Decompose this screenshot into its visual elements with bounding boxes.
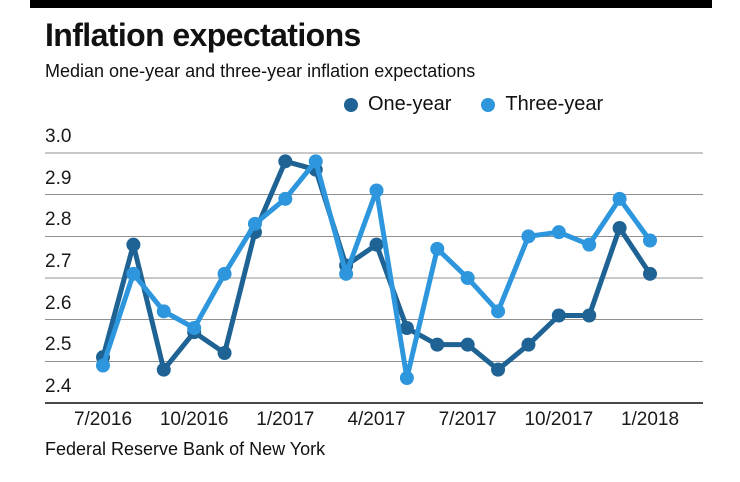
three-year-marker — [247, 216, 262, 231]
three-year-marker — [278, 191, 293, 206]
legend-item-three-year: Three-year — [481, 93, 603, 116]
x-axis-label: 4/2017 — [347, 409, 406, 430]
y-axis-label: 2.9 — [45, 167, 72, 189]
y-axis-label: 2.8 — [45, 209, 72, 231]
one-year-marker — [460, 337, 475, 352]
three-year-marker — [156, 304, 171, 319]
one-year-marker — [217, 346, 232, 360]
three-year-marker — [460, 271, 475, 285]
y-axis-label: 2.4 — [45, 376, 72, 397]
one-year-marker — [399, 321, 414, 335]
chart-subtitle: Median one-year and three-year inflation… — [45, 61, 476, 81]
three-year-dot-icon — [481, 97, 496, 112]
y-axis-label: 3.0 — [45, 126, 72, 147]
one-year-marker — [156, 362, 171, 377]
three-year-marker — [612, 191, 627, 206]
one-year-marker — [430, 337, 445, 352]
three-year-marker — [582, 237, 597, 252]
legend-item-one-year: One-year — [344, 93, 451, 116]
three-year-marker — [521, 229, 536, 244]
one-year-marker — [491, 362, 506, 377]
three-year-marker — [217, 266, 232, 281]
one-year-marker — [551, 308, 566, 323]
page-title: Inflation expectations — [45, 17, 361, 53]
three-year-marker — [308, 154, 323, 169]
one-year-marker — [582, 308, 597, 323]
x-axis-label: 1/2017 — [256, 409, 315, 430]
three-year-marker — [339, 266, 354, 281]
y-axis-label: 2.5 — [45, 334, 72, 356]
chart-legend: One-year Three-year — [344, 93, 603, 116]
legend-label-three-year: Three-year — [505, 93, 604, 115]
one-year-dot-icon — [344, 97, 358, 112]
three-year-marker — [491, 304, 506, 319]
three-year-marker — [126, 266, 141, 281]
three-year-marker — [643, 233, 657, 248]
legend-label-one-year: One-year — [368, 93, 452, 115]
one-year-marker — [126, 237, 141, 252]
three-year-marker — [187, 321, 202, 335]
x-axis-label: 1/2018 — [620, 409, 680, 430]
x-axis-label: 10/2016 — [159, 409, 229, 430]
y-axis-label: 2.7 — [45, 251, 72, 272]
three-year-marker — [430, 241, 445, 256]
three-year-marker — [551, 225, 566, 240]
top-rule-bar — [30, 0, 712, 8]
three-year-marker — [96, 358, 110, 373]
three-year-marker — [369, 183, 384, 198]
y-axis-label: 2.6 — [45, 292, 72, 314]
one-year-marker — [369, 237, 384, 252]
one-year-marker — [612, 221, 627, 235]
x-axis-label: 7/2016 — [73, 409, 133, 430]
three-year-marker — [399, 371, 414, 385]
x-axis-label: 7/2017 — [438, 409, 497, 430]
source-attribution: Federal Reserve Bank of New York — [45, 439, 326, 459]
one-year-marker — [278, 154, 293, 169]
one-year-marker — [521, 337, 536, 352]
one-year-marker — [643, 266, 657, 281]
x-axis-label: 10/2017 — [524, 409, 594, 430]
